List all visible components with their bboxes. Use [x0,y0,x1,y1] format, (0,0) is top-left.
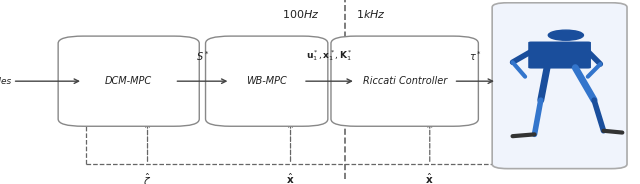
Text: DCM-MPC: DCM-MPC [105,76,152,86]
FancyBboxPatch shape [58,36,199,126]
Text: $100Hz$: $100Hz$ [282,8,320,20]
FancyBboxPatch shape [492,3,627,169]
Text: WB-MPC: WB-MPC [246,76,287,86]
Circle shape [548,30,584,40]
Text: Riccati Controller: Riccati Controller [362,76,447,86]
FancyBboxPatch shape [528,42,591,69]
Text: $S^*$: $S^*$ [196,49,209,63]
FancyBboxPatch shape [205,36,328,126]
Text: $\hat{\zeta}$: $\hat{\zeta}$ [143,171,152,184]
Text: $\hat{\mathbf{x}}$: $\hat{\mathbf{x}}$ [286,171,295,184]
Text: $1kHz$: $1kHz$ [356,8,387,20]
Text: $\tau^*$: $\tau^*$ [469,49,482,63]
FancyBboxPatch shape [331,36,478,126]
Text: $\mathbf{u}_1^*, \mathbf{x}_1^*, \mathbf{K}_1^*$: $\mathbf{u}_1^*, \mathbf{x}_1^*, \mathbf… [306,48,353,63]
Text: gait variables: gait variables [0,77,12,86]
Text: $\hat{\mathbf{x}}$: $\hat{\mathbf{x}}$ [426,171,434,184]
